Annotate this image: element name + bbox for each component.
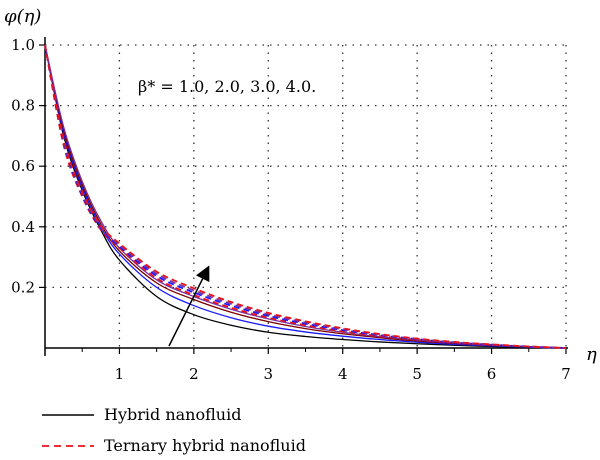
x-tick-label: 4 (338, 365, 348, 383)
y-tick-label: 1.0 (11, 36, 35, 54)
x-tick-label: 5 (412, 365, 422, 383)
x-tick-label: 7 (561, 365, 571, 383)
legend-label-ternary: Ternary hybrid nanofluid (104, 436, 306, 455)
y-tick-label: 0.4 (11, 218, 35, 236)
legend: Hybrid nanofluid Ternary hybrid nanoflui… (42, 405, 306, 455)
y-axis-label: φ(η) (4, 6, 41, 27)
y-tick-label: 0.2 (11, 278, 35, 296)
grid (45, 44, 567, 348)
x-axis-label: η (586, 344, 597, 365)
hybrid-curve-beta-2 (44, 44, 567, 349)
x-tick-label: 1 (115, 365, 125, 383)
y-tick-label: 0.8 (11, 97, 35, 115)
x-tick-label: 6 (487, 365, 497, 383)
beta-increase-arrow (168, 265, 210, 347)
axes (44, 37, 568, 356)
ticks: 1 2 3 4 5 6 7 0.2 0.4 0.6 0.8 1.0 (11, 36, 571, 383)
curves (44, 44, 567, 349)
y-tick-label: 0.6 (11, 157, 35, 175)
beta-annotation: β* = 1.0, 2.0, 3.0, 4.0. (138, 77, 316, 96)
x-tick-label: 2 (189, 365, 199, 383)
x-tick-label: 3 (264, 365, 274, 383)
legend-label-hybrid: Hybrid nanofluid (104, 405, 241, 424)
arrow (168, 265, 210, 347)
ternary-curve-beta-4 (44, 44, 567, 349)
